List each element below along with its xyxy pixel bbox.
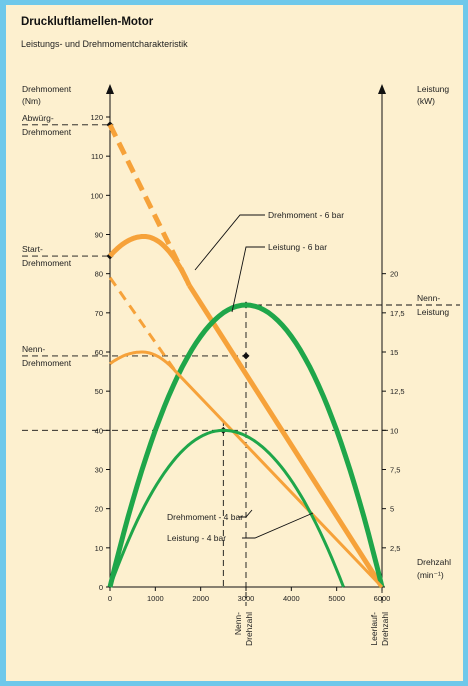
x-tick-label: 6000 [374, 594, 391, 603]
series-label-leader [238, 509, 253, 518]
series-label-leader [242, 512, 314, 539]
annotation-left-line-1: Nenn- [22, 344, 45, 354]
annotation-right-line-2: Leistung [417, 307, 449, 317]
annotation-left-line-1: Abwürg- [22, 113, 54, 123]
annotation-left-line-2: Drehmoment [22, 127, 72, 137]
y-right-axis-label: Leistung [417, 84, 449, 94]
y-left-tick-label: 30 [95, 466, 103, 475]
y-left-tick-label: 70 [95, 309, 103, 318]
x-axis-label: (min⁻¹) [417, 570, 444, 580]
y-left-tick-label: 80 [95, 270, 103, 279]
annotation-bottom-line-1: Nenn- [233, 612, 243, 635]
series-label: Leistung - 6 bar [268, 242, 327, 252]
x-tick-label: 5000 [328, 594, 345, 603]
y-axis-right-arrow [378, 84, 386, 94]
series-label: Drehmoment - 6 bar [268, 210, 344, 220]
series-label-leader [231, 246, 265, 313]
y-left-tick-label: 60 [95, 348, 103, 357]
y-left-tick-label: 50 [95, 387, 103, 396]
chart-subtitle: Leistungs- und Drehmomentcharakteristik [21, 39, 188, 49]
chart-panel [6, 5, 463, 681]
y-right-tick-label: 5 [390, 505, 394, 514]
y-right-tick-label: 10 [390, 426, 398, 435]
annotation-right-line-1: Nenn- [417, 293, 440, 303]
y-left-tick-label: 0 [99, 583, 103, 592]
series-label: Leistung - 4 bar [167, 533, 226, 543]
annotations: Abwürg-DrehmomentStart-DrehmomentNenn-Dr… [22, 113, 449, 646]
y-left-tick-label: 10 [95, 544, 103, 553]
series-labels: Drehmoment - 6 bar Leistung - 6 bar Drehmo… [167, 210, 344, 543]
y-left-tick-label: 90 [95, 231, 103, 240]
series-lines [107, 123, 385, 589]
y-right-tick-label: 7,5 [390, 466, 400, 475]
y-left-tick-label: 100 [90, 191, 103, 200]
axis-text: 0 1000 2000 3000 4000 5000 6000 0 10 20 30 40 50 60 70… [22, 84, 451, 603]
x-axis-label: Drehzahl [417, 557, 451, 567]
y-left-tick-label: 120 [90, 113, 103, 122]
y-right-tick-label: 20 [390, 270, 398, 279]
y-left-tick-label: 20 [95, 505, 103, 514]
x-tick-label: 2000 [192, 594, 209, 603]
y-left-tick-label: 110 [91, 152, 103, 161]
torque-6bar-line [187, 284, 385, 589]
chart-title: Druckluftlamellen-Motor [21, 16, 154, 28]
annotation-left-line-2: Drehmoment [22, 258, 72, 268]
y-left-tick-label: 40 [95, 426, 103, 435]
torque-4bar-extrapolation [108, 276, 177, 373]
axes [106, 84, 386, 591]
annotation-bottom-line-2: Drehzahl [380, 612, 390, 646]
torque-4bar-line [174, 370, 384, 589]
y-right-tick-label: 17,5 [390, 309, 405, 318]
series-label-leader [194, 214, 265, 271]
annotation-left-line-2: Drehmoment [22, 358, 72, 368]
x-tick-label: 1000 [147, 594, 164, 603]
power-6bar-curve [107, 302, 385, 588]
torque-4bar-curve [109, 350, 177, 373]
y-left-axis-label: (Nm) [22, 96, 41, 106]
x-tick-label: 3000 [238, 594, 255, 603]
x-tick-label: 0 [108, 594, 112, 603]
y-right-tick-label: 2,5 [390, 544, 400, 553]
series-label: Drehmoment - 4 bar [167, 512, 243, 522]
y-right-tick-label: 15 [390, 348, 398, 357]
annotation-left-line-1: Start- [22, 244, 43, 254]
y-right-axis-label: (kW) [417, 96, 435, 106]
x-tick-label: 4000 [283, 594, 300, 603]
annotation-bottom-line-1: Leerlauf- [369, 612, 379, 646]
y-axis-left-arrow [106, 84, 114, 94]
y-right-tick-label: 12,5 [390, 387, 405, 396]
torque-6bar-curve [108, 234, 192, 287]
power-4bar-curve [108, 428, 345, 588]
point-marker [242, 352, 250, 360]
annotation-bottom-line-2: Drehzahl [244, 612, 254, 646]
y-left-axis-label: Drehmoment [22, 84, 72, 94]
